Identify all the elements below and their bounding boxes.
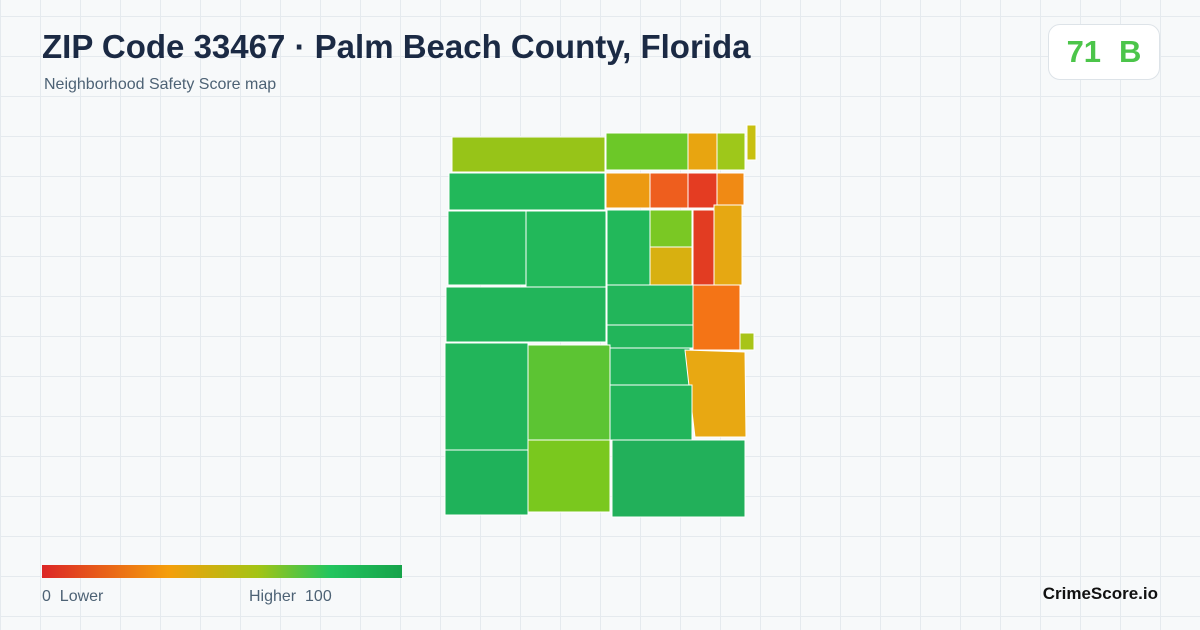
region xyxy=(606,284,694,326)
region xyxy=(444,342,529,451)
grade: B xyxy=(1119,34,1142,69)
brand: CrimeScore.io xyxy=(1042,584,1158,603)
score: 71 xyxy=(1066,34,1102,69)
region xyxy=(692,284,741,351)
region xyxy=(606,324,694,349)
region xyxy=(606,209,651,286)
region xyxy=(527,344,611,441)
legend-min-value: 0 xyxy=(42,588,51,605)
region xyxy=(527,439,611,513)
legend-max: Higher 100 xyxy=(249,588,332,606)
region xyxy=(692,209,715,286)
region xyxy=(684,349,747,438)
region xyxy=(445,286,607,343)
region xyxy=(448,172,606,211)
legend-max-value: 100 xyxy=(305,588,332,605)
region xyxy=(447,210,527,286)
region xyxy=(687,172,718,209)
region xyxy=(525,210,607,288)
legend-gradient xyxy=(42,565,402,578)
region xyxy=(716,132,746,171)
subtitle: Neighborhood Safety Score map xyxy=(44,76,277,93)
region xyxy=(716,172,745,206)
region xyxy=(611,439,746,518)
score-badge: 71 B xyxy=(1048,24,1160,80)
region xyxy=(451,136,606,173)
region xyxy=(609,384,693,441)
region xyxy=(649,246,693,286)
title: ZIP Code 33467 · Palm Beach County, Flor… xyxy=(42,28,751,65)
region xyxy=(649,209,693,248)
region xyxy=(713,204,743,286)
region xyxy=(739,332,755,351)
region xyxy=(605,172,651,209)
legend-min: 0 Lower xyxy=(42,588,103,606)
region xyxy=(649,172,689,209)
legend-max-label: Higher xyxy=(249,588,297,605)
legend-min-label: Lower xyxy=(59,588,104,605)
region xyxy=(687,132,718,171)
region xyxy=(609,347,691,386)
region xyxy=(444,449,529,516)
region xyxy=(746,124,757,161)
region xyxy=(605,132,689,171)
